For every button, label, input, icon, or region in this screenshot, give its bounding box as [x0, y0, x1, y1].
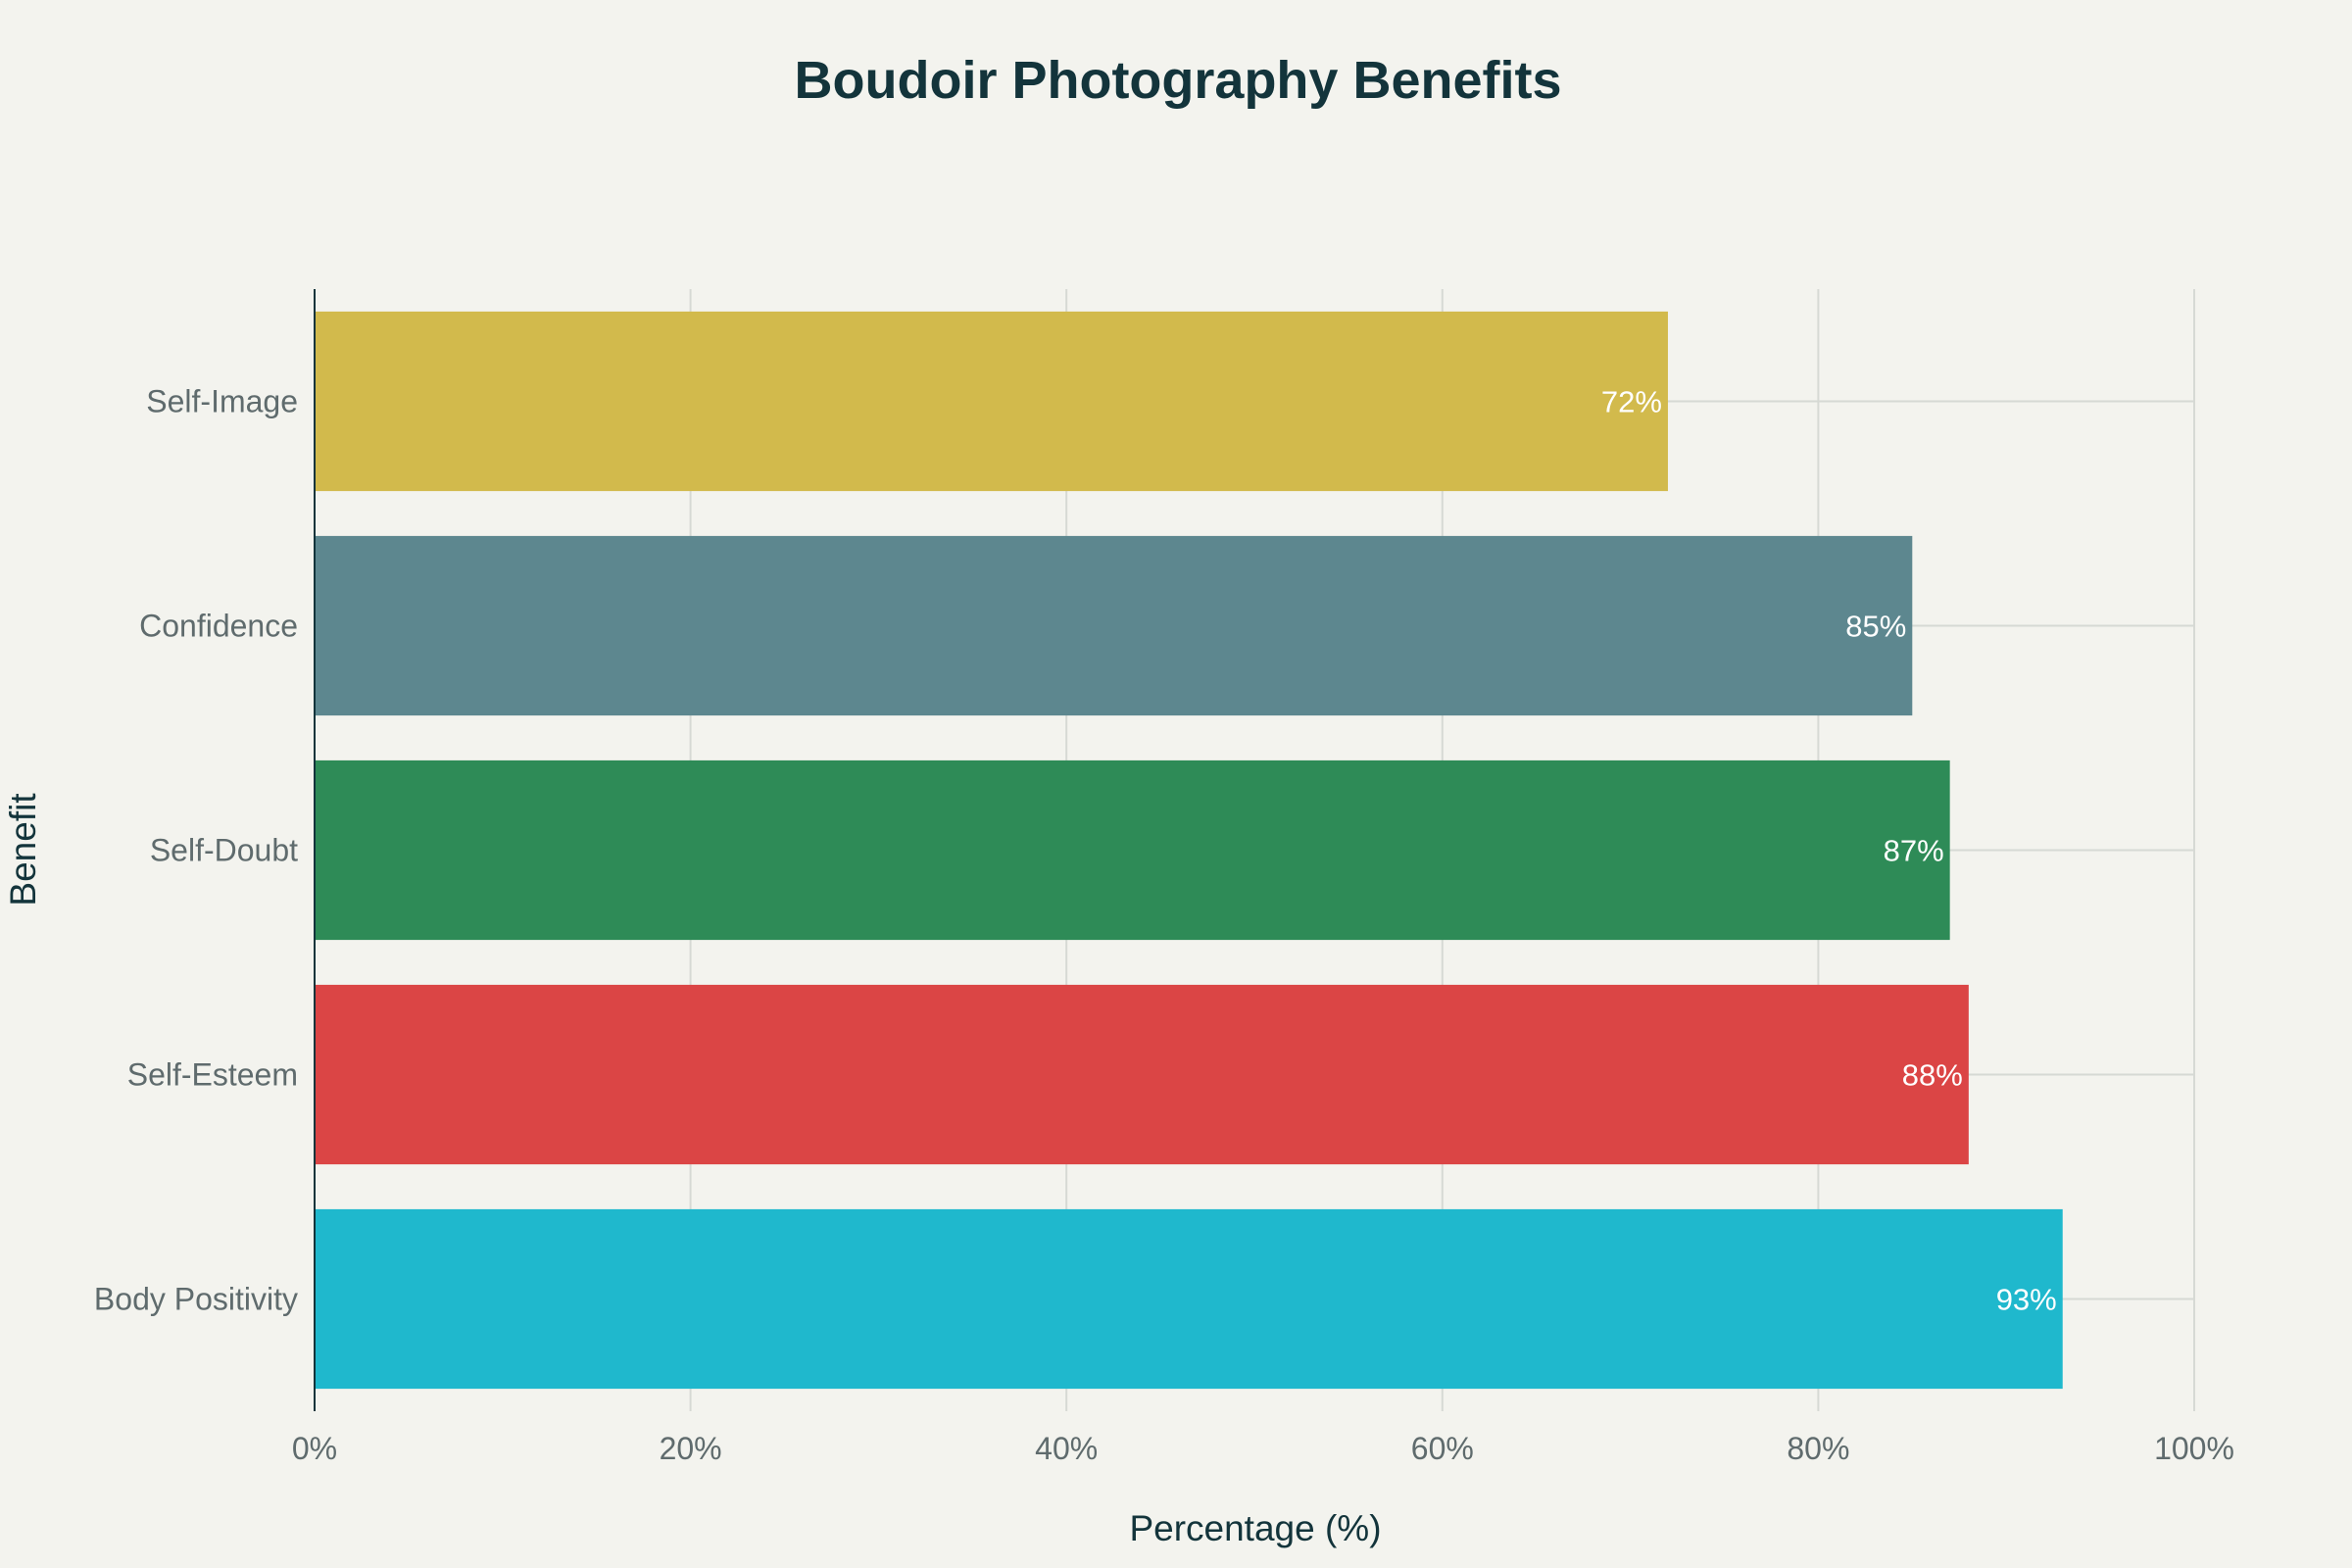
y-tick-label: Self-Image: [146, 384, 298, 419]
data-label: 87%: [1884, 834, 1944, 868]
y-tick-labels: Self-Image Confidence Self-Doubt Self-Estee…: [94, 384, 298, 1317]
x-tick-label: 100%: [2154, 1431, 2234, 1466]
x-tick-label: 0%: [292, 1431, 337, 1466]
y-tick-label: Self-Esteem: [127, 1057, 298, 1093]
data-label: 85%: [1845, 610, 1906, 644]
data-label: 88%: [1902, 1058, 1963, 1093]
bar: [315, 311, 1668, 492]
bar: [315, 1208, 2063, 1390]
data-label: 72%: [1601, 385, 1662, 419]
data-label: 93%: [1996, 1283, 2057, 1317]
x-tick-label: 80%: [1787, 1431, 1849, 1466]
chart-title: Boudoir Photography Benefits: [795, 51, 1562, 110]
y-tick-label: Body Positivity: [94, 1282, 298, 1317]
x-axis-title: Percentage (%): [1129, 1508, 1381, 1548]
y-tick-label: Confidence: [139, 609, 298, 644]
bar: [315, 760, 1950, 941]
x-tick-label: 40%: [1035, 1431, 1098, 1466]
bar: [315, 984, 1969, 1165]
bar: [315, 535, 1913, 716]
y-axis-title: Benefit: [3, 793, 43, 906]
y-tick-label: Self-Doubt: [150, 833, 298, 868]
bar-series: 72% 85% 87% 88% 93%: [315, 311, 2063, 1390]
x-tick-labels: 0% 20% 40% 60% 80% 100%: [292, 1431, 2234, 1466]
x-tick-label: 60%: [1411, 1431, 1474, 1466]
x-tick-label: 20%: [660, 1431, 722, 1466]
